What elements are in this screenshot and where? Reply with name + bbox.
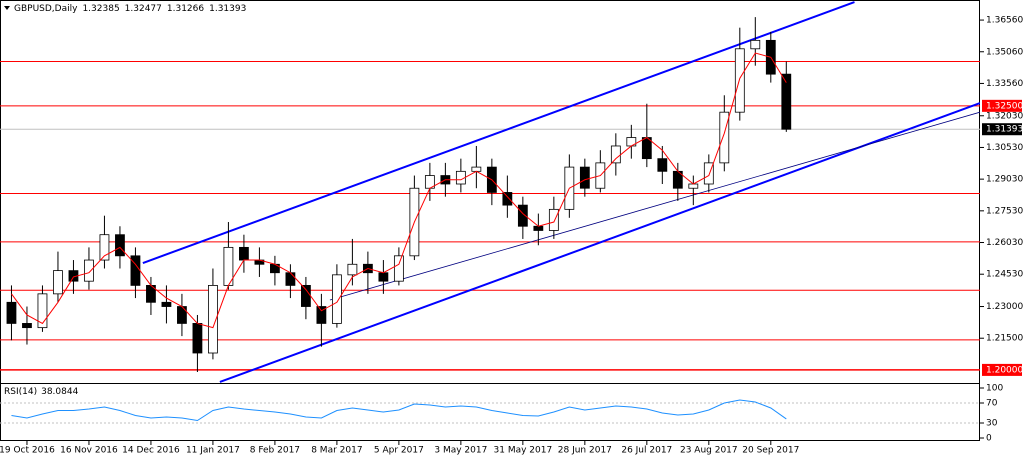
x-tick-label: 11 Jan 2017: [186, 446, 240, 456]
rsi-value: 38.0844: [41, 387, 78, 397]
candle-body: [192, 323, 203, 354]
price-label: 1.20000: [986, 365, 1023, 375]
moving-average: [11, 52, 787, 329]
x-tick-label: 3 May 2017: [434, 446, 487, 456]
menu-triangle[interactable]: [4, 6, 10, 10]
candle-body: [115, 234, 125, 257]
x-tick-label: 23 Aug 2017: [680, 446, 738, 456]
y-tick-label: 1.26030: [986, 238, 1023, 248]
candle-body: [688, 183, 699, 189]
main-pane: [0, 1, 980, 383]
candle-body: [239, 246, 249, 261]
candle-body: [781, 73, 792, 130]
candle-body: [548, 208, 559, 231]
x-tick-label: 31 May 2017: [494, 446, 553, 456]
y-tick-label: 1.30530: [986, 143, 1023, 153]
trendline: [329, 111, 980, 301]
candle-body: [347, 263, 358, 276]
candle-body: [208, 285, 218, 354]
x-tick-label: 8 Mar 2017: [311, 446, 362, 456]
x-tick-label: 19 Oct 2016: [0, 446, 55, 456]
candle-body: [53, 270, 63, 295]
candle-body: [517, 204, 528, 227]
candle-body: [610, 145, 621, 164]
candle-body: [301, 285, 311, 307]
y-tick-label: 1.36560: [986, 16, 1023, 26]
rsi-label: RSI(14) 38.0844: [4, 387, 79, 397]
candle-body: [533, 225, 544, 231]
chart-header: GBPUSD,Daily 1.32385 1.32477 1.31266 1.31393: [14, 4, 246, 14]
y-tick-label: 1.21500: [986, 334, 1023, 344]
header-text: 1.32477: [125, 4, 162, 14]
candle-body: [37, 293, 48, 329]
x-tick-label: 8 Feb 2017: [250, 446, 300, 456]
candle-body: [177, 306, 187, 324]
candle-body: [22, 323, 32, 329]
candle-body: [657, 158, 668, 172]
trendline: [142, 1, 855, 264]
price-label-box: [982, 99, 1022, 112]
y-tick-label: 1.35060: [986, 47, 1023, 57]
rsi-tick-label: 30: [986, 419, 998, 429]
trendline: [219, 102, 980, 383]
header-text: 1.31393: [209, 4, 246, 14]
x-tick-label: 26 Jul 2017: [621, 446, 672, 456]
candle-body: [84, 259, 94, 282]
candle-body: [703, 162, 714, 185]
candle-body: [471, 166, 482, 172]
plot-frame: [0, 0, 980, 441]
candle-body: [316, 306, 327, 324]
x-tick-label: 5 Apr 2017: [374, 446, 424, 456]
x-tick-label: 14 Dec 2016: [122, 446, 180, 456]
price-label-box: [982, 363, 1022, 376]
x-tick-label: 16 Nov 2016: [60, 446, 118, 456]
price-label: 1.32500: [986, 101, 1023, 111]
x-tick-label: 20 Sep 2017: [742, 446, 799, 456]
x-tick-label: 28 Jun 2017: [558, 446, 612, 456]
header-text: 1.31266: [167, 4, 204, 14]
last-price-box: [982, 123, 1022, 136]
y-tick-label: 1.23000: [986, 302, 1023, 312]
rsi-tick-label: 0: [986, 434, 992, 444]
candle-body: [6, 301, 17, 324]
y-tick-label: 1.29030: [986, 175, 1023, 185]
candle-body: [161, 301, 172, 307]
header-text: 1.32385: [82, 4, 119, 14]
rsi-line: [11, 399, 787, 422]
candle-body: [331, 274, 342, 324]
candle-body: [99, 234, 110, 261]
candle-body: [502, 192, 513, 206]
rsi-name: RSI(14): [4, 387, 37, 397]
y-tick-label: 1.24530: [986, 270, 1023, 280]
candle-body: [579, 166, 590, 189]
y-tick-label: 1.33560: [986, 79, 1023, 89]
y-tick-label: 1.27530: [986, 206, 1023, 216]
rsi-tick-label: 70: [986, 399, 998, 409]
candle-body: [734, 48, 745, 113]
candle-body: [378, 272, 389, 282]
y-tick-label: 1.32030: [986, 111, 1023, 121]
candle-body: [393, 255, 404, 282]
last-price-label: 1.31393: [986, 125, 1023, 135]
rsi-tick-label: 100: [986, 384, 1003, 394]
candle-body: [719, 111, 730, 164]
candle-body: [750, 39, 761, 50]
candle-body: [285, 272, 296, 286]
header-text: GBPUSD,Daily: [14, 4, 78, 14]
